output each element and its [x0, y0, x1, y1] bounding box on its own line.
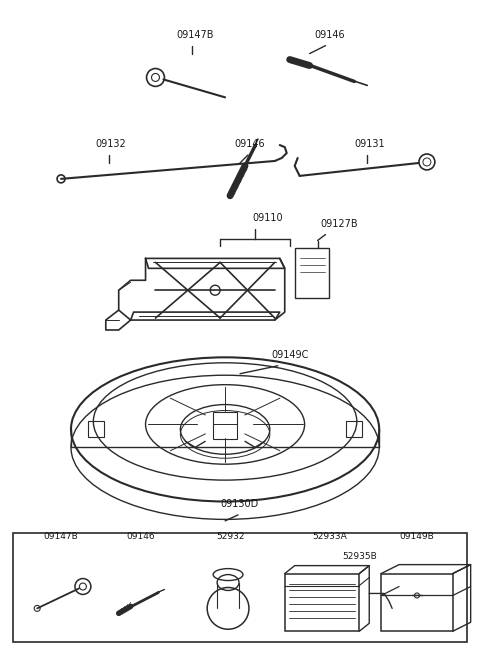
Bar [381, 573, 453, 631]
Text: 09127B: 09127B [321, 218, 358, 228]
Bar [295, 249, 329, 298]
Text: 09132: 09132 [96, 139, 126, 149]
Text: 09147B: 09147B [177, 30, 214, 39]
Text: 52932: 52932 [216, 532, 244, 541]
Bar [285, 573, 360, 631]
Text: 52935B: 52935B [342, 552, 377, 561]
Text: 09131: 09131 [354, 139, 384, 149]
Text: 09146: 09146 [235, 139, 265, 149]
Bar [13, 533, 467, 642]
Bar [88, 421, 104, 438]
Text: 09146: 09146 [126, 532, 155, 541]
Bar [213, 411, 237, 440]
Text: 09149B: 09149B [399, 532, 434, 541]
Text: 09110: 09110 [252, 213, 283, 222]
Bar [347, 421, 362, 438]
Text: 52933A: 52933A [312, 532, 347, 541]
Text: 09130D: 09130D [221, 499, 259, 509]
Text: 09146: 09146 [314, 30, 345, 39]
Text: 09149C: 09149C [271, 350, 308, 359]
Text: 09147B: 09147B [44, 532, 78, 541]
